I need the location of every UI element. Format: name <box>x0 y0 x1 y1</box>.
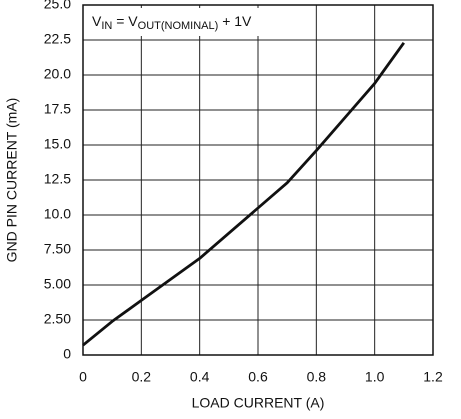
data-line <box>82 41 405 347</box>
x-tick-label: 0 <box>79 369 87 385</box>
x-tick-label: 0.6 <box>248 369 268 385</box>
y-tick-label: 22.5 <box>44 31 71 47</box>
y-tick-label: 15.0 <box>44 136 71 152</box>
x-axis-label: LOAD CURRENT (A) <box>192 395 325 411</box>
x-tick-label: 1.2 <box>423 369 443 385</box>
annotation-bg <box>86 8 296 36</box>
x-tick-label: 0.2 <box>132 369 152 385</box>
y-tick-label: 25.0 <box>44 0 71 12</box>
annotation: VIN = VOUT(NOMINAL) + 1V <box>92 13 252 32</box>
plot-frame <box>82 4 434 356</box>
y-tick-label: 20.0 <box>44 66 71 82</box>
x-tick-label: 0.8 <box>307 369 327 385</box>
y-tick-label: 5.00 <box>44 276 71 292</box>
y-tick-label: 17.5 <box>44 101 71 117</box>
y-tick-label: 12.5 <box>44 171 71 187</box>
y-tick-label: 7.50 <box>44 241 71 257</box>
x-tick-label: 1.0 <box>365 369 385 385</box>
y-tick-label: 0 <box>63 346 71 362</box>
x-tick-label: 0.4 <box>190 369 210 385</box>
y-axis-label: GND PIN CURRENT (mA) <box>4 98 20 263</box>
y-tick-label: 2.50 <box>44 311 71 327</box>
y-tick-label: 10.0 <box>44 206 71 222</box>
